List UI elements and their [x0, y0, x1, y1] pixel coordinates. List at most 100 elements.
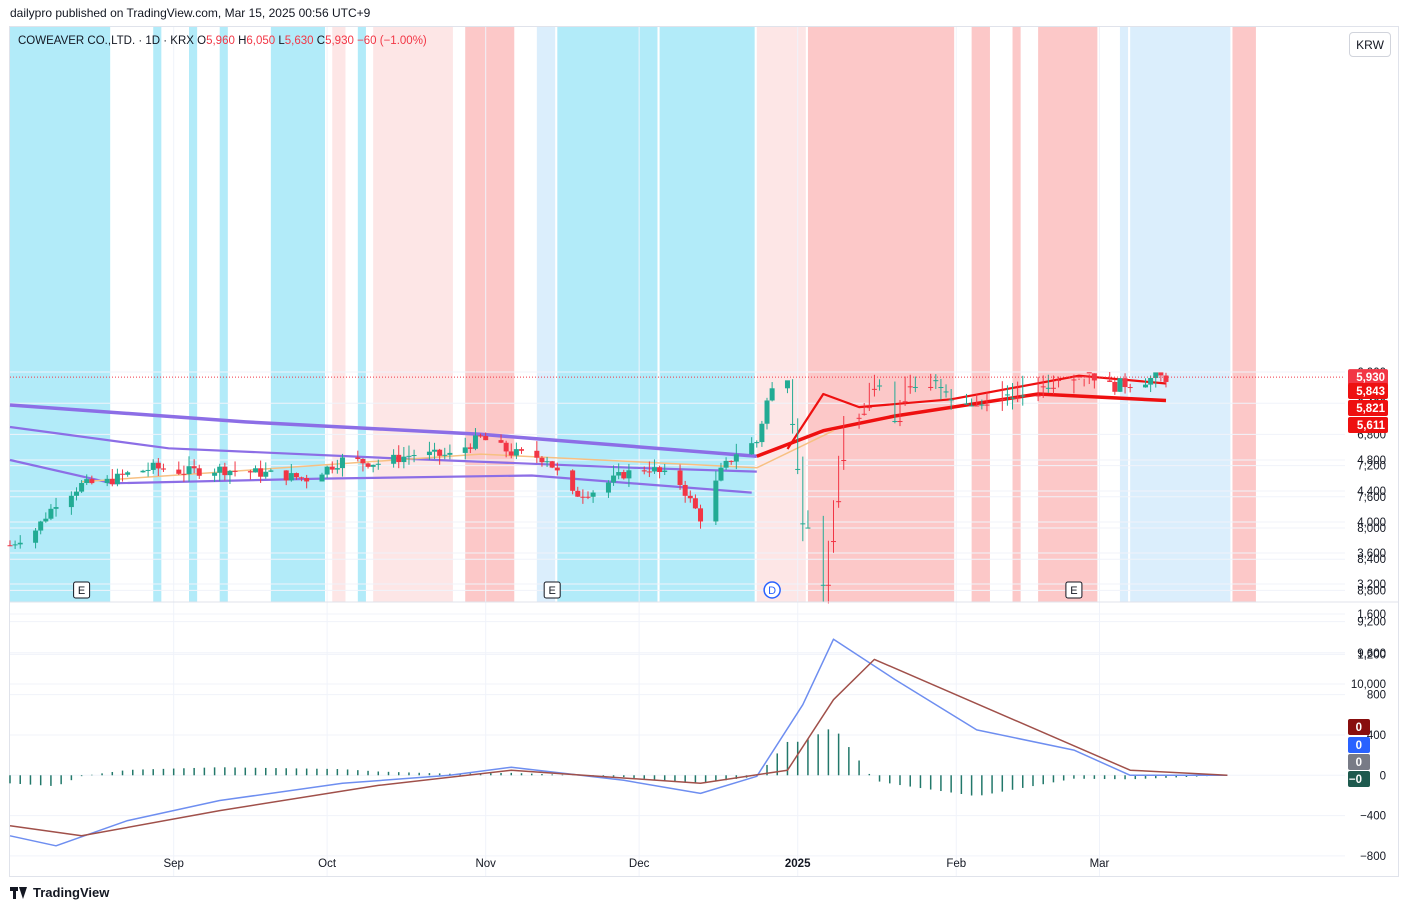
- candle-body: [902, 401, 908, 403]
- macd-label: 0: [1356, 722, 1362, 734]
- candle-body: [263, 471, 269, 477]
- candle-body: [1050, 387, 1056, 389]
- candle-body: [268, 470, 274, 472]
- event-label: E: [1070, 585, 1077, 597]
- change-value: −60 (−1.00%): [357, 35, 427, 47]
- candle-body: [866, 407, 872, 409]
- candle-body: [580, 496, 586, 498]
- candle-body: [651, 467, 657, 472]
- candle-body: [12, 544, 18, 546]
- macd-tick-label: 800: [1367, 690, 1386, 702]
- candle-body: [442, 454, 448, 456]
- candle-body: [539, 457, 545, 463]
- candle-body: [713, 480, 719, 522]
- candle-body: [17, 542, 23, 545]
- chart-frame: [9, 26, 1399, 877]
- candle-body: [1010, 397, 1016, 399]
- candle-body: [401, 456, 407, 463]
- macd-label-bg: [1348, 754, 1370, 770]
- candle-body: [764, 400, 770, 424]
- candle-body: [155, 462, 161, 469]
- candle-body: [611, 475, 617, 483]
- candle-body: [68, 495, 74, 508]
- candle-body: [554, 467, 560, 471]
- candle-body: [856, 417, 862, 419]
- price-label-bg: [1348, 417, 1388, 433]
- candle-body: [677, 470, 683, 485]
- candle-body: [549, 461, 555, 468]
- price-label: 5,843: [1356, 386, 1385, 398]
- candle-body: [411, 455, 417, 457]
- candle-body: [43, 518, 49, 522]
- time-axis-label: Dec: [629, 858, 650, 870]
- currency-button[interactable]: KRW: [1349, 32, 1391, 57]
- candle-body: [825, 584, 831, 586]
- highlight-band-18: [1130, 27, 1231, 602]
- candle-body: [570, 470, 576, 491]
- close-value: 5,930: [325, 35, 354, 47]
- price-label-bg: [1348, 400, 1388, 416]
- candle-body: [979, 404, 985, 406]
- candle-body: [365, 463, 371, 467]
- highlight-band-3: [219, 27, 228, 602]
- price-label: 5,930: [1356, 372, 1385, 384]
- candle-body: [324, 466, 330, 475]
- price-tick-label: 3,200: [1357, 579, 1386, 591]
- candle-body: [437, 449, 443, 456]
- candle-body: [616, 472, 622, 476]
- publish-info: dailypro published on TradingView.com, M…: [10, 6, 371, 20]
- candle-body: [605, 482, 611, 493]
- time-axis-label: Sep: [163, 858, 183, 870]
- price-tick-label: 9,600: [1357, 648, 1386, 660]
- candle-body: [974, 405, 980, 407]
- macd-label: −0: [1349, 774, 1362, 786]
- candle-body: [114, 473, 120, 485]
- symbol-label: COWEAVER CO.,LTD. · 1D · KRX: [18, 35, 194, 47]
- candle-body: [948, 399, 954, 401]
- candle-body: [84, 479, 90, 484]
- candle-body: [897, 421, 903, 423]
- candle-body: [1015, 397, 1021, 399]
- tradingview-logo-icon: [10, 886, 28, 899]
- macd-label-bg: [1348, 737, 1370, 753]
- highlight-band-2: [189, 27, 198, 602]
- highlight-band-4: [270, 27, 326, 602]
- candle-body: [227, 470, 233, 476]
- candle-body: [943, 391, 949, 393]
- candle-body: [258, 468, 264, 477]
- candle-body: [749, 443, 755, 455]
- earnings-marker: [543, 581, 561, 599]
- highlight-band-17: [1119, 27, 1129, 602]
- candle-body: [79, 483, 85, 492]
- candle-body: [1148, 377, 1154, 385]
- candle-body: [544, 461, 550, 463]
- candle-body: [191, 466, 197, 469]
- candle-body: [89, 479, 95, 484]
- candle-body: [754, 442, 760, 444]
- macd-tick-label: 400: [1367, 730, 1386, 742]
- candle-body: [1158, 372, 1164, 376]
- candle-body: [1035, 395, 1041, 397]
- candle-body: [1143, 384, 1149, 388]
- macd-line: [9, 638, 1228, 847]
- candle-body: [590, 492, 596, 497]
- candle-body: [1117, 378, 1123, 392]
- candle-body: [841, 459, 847, 461]
- ohlc-legend: COWEAVER CO.,LTD. · 1D · KRX O5,960 H6,0…: [18, 35, 427, 47]
- candle-body: [698, 508, 704, 522]
- candle-body: [253, 468, 259, 473]
- candle-body: [222, 466, 228, 476]
- candle-body: [728, 460, 734, 462]
- candle-body: [73, 491, 79, 496]
- candle-body: [176, 469, 182, 474]
- candle-body: [621, 472, 627, 479]
- highlight-band-10: [557, 27, 658, 602]
- candle-body: [33, 530, 39, 543]
- candle-body: [534, 450, 540, 458]
- highlight-band-9: [536, 27, 556, 602]
- candle-body: [912, 386, 918, 388]
- candle-body: [283, 470, 289, 481]
- candle-body: [181, 473, 187, 475]
- candle-body: [892, 421, 898, 423]
